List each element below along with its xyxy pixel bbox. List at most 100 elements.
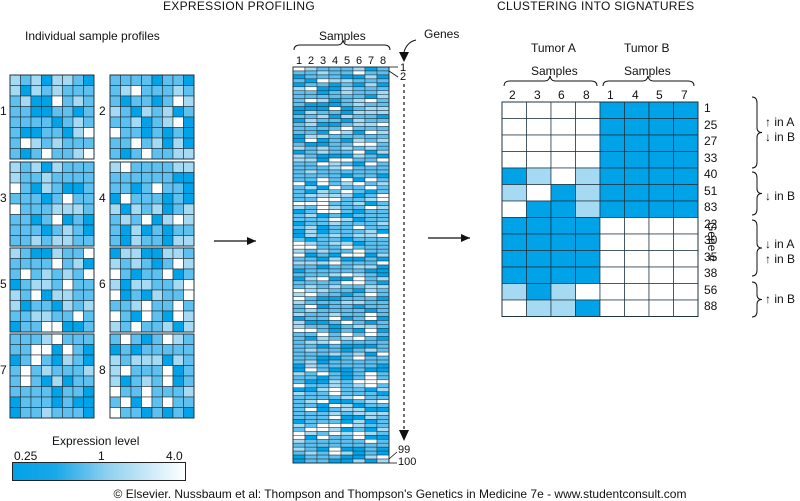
signature-cell	[673, 250, 699, 268]
profile-cell	[62, 300, 74, 312]
profile-cell	[130, 161, 142, 173]
signature-cell	[501, 101, 527, 119]
matrix-cell	[328, 339, 342, 345]
bracket-up-b	[751, 281, 763, 318]
matrix-cell	[340, 177, 354, 183]
signature-cell	[599, 299, 625, 317]
matrix-cell	[304, 454, 318, 460]
profile-cell	[20, 172, 32, 184]
matrix-cell	[292, 217, 306, 222]
profile-cell	[41, 193, 53, 205]
signature-cell	[673, 101, 699, 119]
matrix-cell	[352, 312, 366, 317]
matrix-cell	[316, 423, 330, 428]
matrix-cell	[364, 94, 378, 99]
matrix-cell	[316, 110, 330, 115]
profile-cell	[162, 354, 174, 366]
signature-cell	[575, 200, 601, 218]
profile-border	[9, 74, 95, 160]
signature-cell	[648, 250, 674, 268]
profile-cell	[172, 148, 184, 160]
profile-cell	[20, 258, 32, 270]
profile-cell	[83, 148, 95, 160]
matrix-cell	[292, 328, 306, 333]
signature-cell	[501, 217, 527, 235]
matrix-cell	[328, 169, 342, 175]
matrix-cell	[352, 193, 366, 198]
profile-cell	[83, 289, 95, 301]
matrix-cell	[364, 300, 378, 305]
signature-cell	[648, 200, 674, 218]
profile-cell	[151, 224, 163, 236]
matrix-cell	[376, 336, 390, 341]
matrix-cell	[340, 209, 354, 214]
profile-cell	[162, 161, 174, 173]
profile-cell	[162, 193, 174, 205]
matrix-cell	[328, 193, 342, 198]
profile-cell	[141, 74, 153, 86]
signature-cell	[526, 200, 552, 218]
profile-cell	[172, 116, 184, 128]
profile-cell	[130, 116, 142, 128]
matrix-cell	[340, 359, 354, 365]
matrix-cell	[340, 157, 354, 163]
sample-profile-2	[109, 74, 195, 160]
matrix-cell	[352, 264, 366, 270]
matrix-cell	[340, 419, 354, 424]
matrix-cell	[328, 454, 342, 460]
matrix-cell	[292, 320, 306, 325]
arrow-matrix-to-clusters	[428, 234, 470, 242]
profile-cell	[9, 365, 21, 377]
profile-cell	[120, 365, 132, 377]
matrix-cell	[304, 248, 318, 254]
matrix-cell	[352, 288, 366, 293]
matrix-cell	[316, 66, 330, 72]
matrix-cell	[316, 391, 330, 396]
matrix-cell	[376, 130, 390, 135]
signature-cell	[673, 233, 699, 251]
matrix-cell	[376, 165, 390, 171]
matrix-cell	[340, 66, 354, 72]
signature-cell	[575, 283, 601, 301]
matrix-cell	[340, 411, 354, 416]
matrix-cell	[328, 332, 342, 337]
matrix-cell	[292, 145, 306, 151]
profile-cell	[141, 258, 153, 270]
profile-cell	[130, 279, 142, 291]
matrix-cell	[352, 225, 366, 230]
signature-cell	[575, 167, 601, 185]
matrix-cell	[316, 70, 330, 76]
profile-cell	[151, 137, 163, 149]
profile-cell	[183, 148, 195, 160]
signature-cell	[624, 118, 650, 136]
signature-cell	[526, 233, 552, 251]
profile-cell	[72, 268, 84, 280]
matrix-cell	[304, 458, 318, 464]
profile-cell	[120, 74, 132, 86]
matrix-cell	[292, 138, 306, 143]
gene-row-1-label: 1	[400, 62, 407, 74]
matrix-cell	[292, 90, 306, 95]
matrix-cell	[316, 343, 330, 349]
matrix-cell	[352, 458, 366, 464]
profile-cell	[51, 74, 63, 86]
matrix-cell	[316, 78, 330, 84]
matrix-cell	[292, 423, 306, 428]
matrix-cell	[328, 292, 342, 297]
genes-label: Genes	[424, 27, 460, 41]
p2-col-8: 8	[380, 55, 387, 67]
matrix-cell	[364, 454, 378, 460]
matrix-cell	[352, 185, 366, 191]
profile-cell	[9, 375, 21, 387]
signature-cell	[575, 151, 601, 169]
matrix-cell	[340, 106, 354, 111]
matrix-cell	[364, 233, 378, 238]
matrix-cell	[352, 391, 366, 396]
matrix-cell	[364, 272, 378, 278]
profile-cell	[151, 247, 163, 259]
matrix-cell	[316, 280, 330, 286]
profile-cell	[41, 310, 53, 322]
p2-col-3: 3	[320, 55, 327, 67]
profile-cell	[20, 106, 32, 118]
